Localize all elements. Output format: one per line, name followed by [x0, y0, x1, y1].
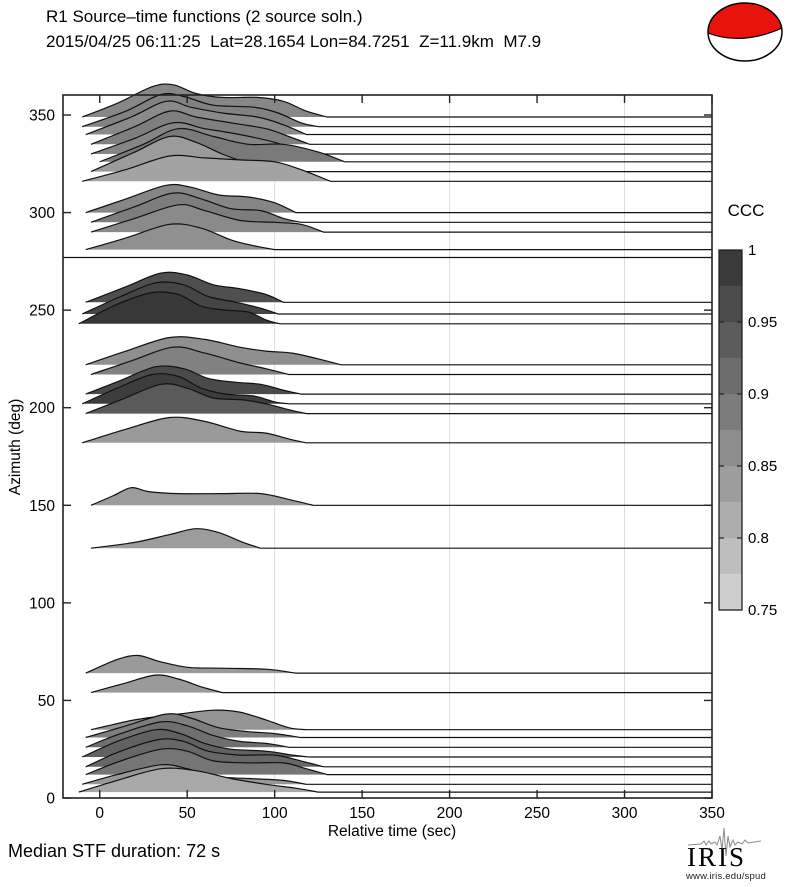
stf-trace-line [85, 365, 712, 395]
x-tick-label: 0 [95, 805, 104, 822]
stf-trace-line [85, 100, 712, 136]
x-tick-label: 150 [349, 805, 375, 822]
iris-logo-url: www.iris.edu/spud [686, 871, 766, 882]
stf-trace-fill [85, 655, 296, 674]
x-tick-label: 50 [179, 805, 197, 822]
stf-trace-line [85, 713, 712, 739]
stf-trace-fill [91, 204, 324, 233]
iris-seismogram-icon [687, 827, 762, 857]
stf-trace-line [82, 154, 712, 182]
stf-trace-line [81, 92, 712, 128]
plot-title: R1 Source–time functions (2 source soln.… [46, 7, 363, 26]
colorbar-frame [718, 249, 743, 611]
y-tick-label: 300 [29, 205, 55, 222]
stf-trace-line [81, 281, 712, 315]
stf-trace-fill [85, 383, 307, 414]
x-axis-label: Relative time (sec) [327, 823, 457, 840]
beachball-red-quadrant [708, 3, 782, 39]
stf-trace-fill [91, 346, 289, 375]
plot-subtitle: 2015/04/25 06:11:25 Lat=28.1654 Lon=84.7… [46, 32, 542, 51]
stf-trace-line [85, 721, 712, 748]
x-tick-label: 250 [524, 805, 550, 822]
colorbar-tick-label: 0.75 [748, 602, 777, 619]
stf-trace-line [81, 728, 712, 758]
y-tick-label: 0 [46, 791, 55, 808]
beachball-nodal-line [708, 27, 782, 40]
stf-trace-line [85, 383, 712, 415]
colorbar-step [719, 466, 742, 503]
stf-trace-fill [82, 417, 307, 443]
colorbar-tick-label: 1 [748, 242, 756, 259]
stf-trace-fill [85, 223, 275, 250]
stf-trace-line [99, 127, 712, 163]
colorbar-step [719, 574, 742, 611]
colorbar-step [719, 502, 742, 539]
colorbar-tick-label: 0.85 [748, 458, 777, 475]
stf-trace-line [78, 767, 712, 793]
y-tick-label: 150 [29, 498, 55, 515]
stf-trace-fill [91, 528, 261, 549]
y-axis-label: Azimuth (deg) [7, 398, 24, 496]
y-tick-label: 200 [29, 400, 55, 417]
colorbar-step [719, 322, 742, 359]
colorbar-step [719, 430, 742, 467]
x-tick-label: 350 [699, 805, 725, 822]
y-tick-label: 350 [29, 108, 55, 125]
iris-logo-text: IRIS [687, 842, 747, 872]
y-tick-label: 250 [29, 303, 55, 320]
stf-trace-line [81, 83, 712, 118]
stf-trace-line [85, 223, 712, 251]
beachball-outline [707, 2, 783, 62]
colorbar-title: CCC [727, 201, 765, 220]
x-tick-label: 200 [437, 805, 463, 822]
stf-trace-line [90, 203, 712, 233]
colorbar-step [719, 394, 742, 431]
stf-trace-line [90, 709, 712, 731]
stf-trace-line [85, 336, 712, 366]
colorbar-tick-label: 0.8 [748, 530, 769, 547]
stf-trace-line [90, 674, 712, 694]
y-tick-label: 50 [38, 693, 56, 710]
stf-trace-line [85, 747, 712, 776]
stf-trace-line [90, 528, 712, 549]
median-duration-text: Median STF duration: 72 s [8, 841, 221, 861]
stf-trace-line [90, 110, 712, 145]
axis-box [62, 94, 713, 799]
stf-trace-line [90, 346, 712, 376]
stf-trace-line [90, 487, 712, 506]
stf-trace-line [85, 271, 712, 303]
stf-trace-line [78, 291, 712, 325]
colorbar-step [719, 358, 742, 395]
colorbar-step [719, 286, 742, 323]
colorbar-step [719, 250, 742, 287]
colorbar-step [719, 538, 742, 575]
stf-trace-line [81, 373, 712, 405]
colorbar-tick-label: 0.95 [748, 314, 777, 331]
stf-trace-line [85, 654, 712, 674]
stf-trace-line [85, 183, 712, 214]
stf-trace-fill [91, 674, 223, 693]
x-tick-label: 300 [612, 805, 638, 822]
stf-trace-fill [82, 155, 331, 182]
stf-trace-line [85, 738, 712, 768]
stf-trace-fill [91, 487, 314, 506]
x-tick-label: 100 [262, 805, 288, 822]
stf-trace-line [90, 192, 712, 223]
y-tick-label: 100 [29, 595, 55, 612]
stf-trace-line [82, 416, 712, 444]
colorbar-tick-label: 0.9 [748, 386, 769, 403]
